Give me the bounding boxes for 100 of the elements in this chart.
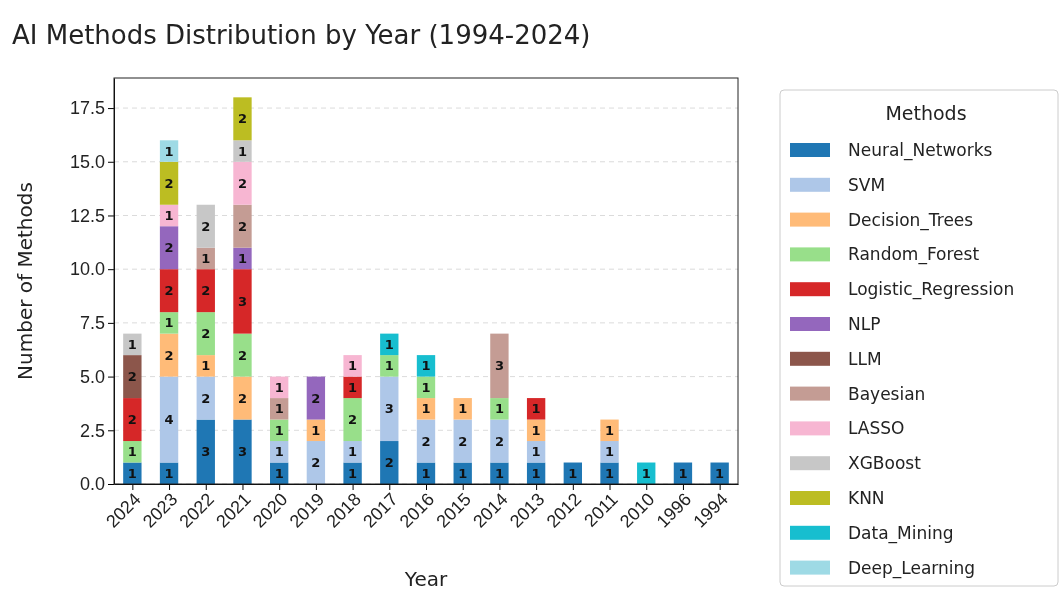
bar bbox=[159, 161, 179, 205]
legend-label: Decision_Trees bbox=[848, 209, 974, 231]
data-label: 2 bbox=[237, 390, 247, 406]
legend-label: Bayesian bbox=[848, 383, 926, 404]
legend-title: Methods bbox=[885, 102, 967, 124]
data-label: 3 bbox=[237, 444, 247, 460]
data-label: 1 bbox=[274, 401, 284, 417]
data-label: 2 bbox=[127, 412, 137, 428]
data-label: 2 bbox=[201, 218, 211, 234]
bar bbox=[159, 333, 179, 377]
data-label: 1 bbox=[421, 401, 431, 417]
data-label: 1 bbox=[164, 208, 174, 224]
data-label: 2 bbox=[164, 240, 174, 256]
y-tick-label: 12.5 bbox=[69, 205, 105, 226]
data-label: 2 bbox=[237, 111, 247, 127]
bar bbox=[416, 398, 436, 420]
data-label: 1 bbox=[164, 143, 174, 159]
data-label: 1 bbox=[494, 465, 504, 481]
bar bbox=[526, 398, 546, 420]
data-label: 1 bbox=[274, 379, 284, 395]
bar bbox=[233, 161, 252, 205]
data-label: 3 bbox=[384, 401, 394, 417]
data-label: 1 bbox=[605, 422, 615, 438]
bar bbox=[196, 269, 215, 313]
legend-label: Random_Forest bbox=[848, 244, 980, 266]
bar bbox=[196, 312, 215, 356]
bar bbox=[159, 312, 179, 334]
bar bbox=[159, 226, 179, 270]
data-label: 1 bbox=[421, 358, 431, 374]
bar bbox=[159, 140, 179, 162]
data-label: 1 bbox=[715, 465, 725, 481]
legend-label: XGBoost bbox=[848, 453, 922, 474]
bar bbox=[380, 355, 399, 377]
data-label: 2 bbox=[201, 283, 211, 299]
data-label: 2 bbox=[164, 347, 174, 363]
legend-label: KNN bbox=[848, 487, 885, 508]
bar bbox=[270, 398, 289, 420]
data-label: 3 bbox=[237, 293, 247, 309]
data-label: 1 bbox=[348, 444, 358, 460]
bar bbox=[233, 419, 252, 484]
bar bbox=[306, 376, 326, 420]
bar bbox=[416, 355, 436, 377]
y-axis-title: Number of Methods bbox=[13, 182, 37, 380]
bar bbox=[123, 398, 142, 442]
legend-label: LASSO bbox=[848, 418, 905, 439]
bar bbox=[343, 441, 362, 463]
data-label: 2 bbox=[311, 390, 321, 406]
data-label: 1 bbox=[421, 379, 431, 395]
data-label: 1 bbox=[421, 465, 431, 481]
data-label: 2 bbox=[237, 347, 247, 363]
bar bbox=[453, 419, 472, 463]
data-label: 2 bbox=[201, 326, 211, 342]
data-label: 1 bbox=[494, 401, 504, 417]
data-label: 2 bbox=[237, 218, 247, 234]
data-label: 1 bbox=[201, 358, 211, 374]
data-label: 1 bbox=[678, 465, 688, 481]
bar bbox=[159, 269, 179, 313]
data-label: 2 bbox=[458, 433, 468, 449]
bar bbox=[233, 376, 252, 420]
bar bbox=[380, 376, 399, 442]
data-label: 2 bbox=[421, 433, 431, 449]
bar bbox=[233, 204, 252, 248]
data-label: 1 bbox=[531, 465, 541, 481]
bar bbox=[600, 419, 619, 442]
x-axis-title: Year bbox=[403, 567, 448, 590]
data-label: 1 bbox=[237, 143, 247, 159]
data-label: 1 bbox=[605, 465, 615, 481]
legend-label: Neural_Networks bbox=[848, 139, 993, 161]
bar bbox=[196, 419, 215, 484]
data-label: 4 bbox=[164, 412, 174, 428]
y-tick-label: 10.0 bbox=[69, 259, 105, 280]
legend-label: Data_Mining bbox=[848, 522, 954, 544]
bar bbox=[270, 441, 289, 463]
data-label: 1 bbox=[201, 250, 211, 266]
bar bbox=[490, 419, 509, 463]
y-tick-label: 17.5 bbox=[69, 98, 105, 119]
bar bbox=[416, 419, 436, 463]
data-label: 1 bbox=[641, 465, 651, 481]
data-label: 1 bbox=[348, 379, 358, 395]
data-label: 1 bbox=[127, 465, 137, 481]
data-label: 1 bbox=[531, 444, 541, 460]
data-label: 2 bbox=[494, 433, 504, 449]
bar bbox=[233, 97, 252, 141]
bar bbox=[343, 376, 362, 399]
data-label: 1 bbox=[274, 444, 284, 460]
y-tick-label: 2.5 bbox=[79, 420, 105, 441]
data-label: 1 bbox=[274, 465, 284, 481]
y-tick-label: 7.5 bbox=[79, 313, 105, 334]
y-tick-label: 0.0 bbox=[79, 474, 105, 495]
data-label: 1 bbox=[458, 401, 468, 417]
bar bbox=[526, 441, 546, 463]
bar bbox=[233, 269, 252, 334]
chart-title: AI Methods Distribution by Year (1994-2024) bbox=[12, 20, 591, 50]
data-label: 2 bbox=[384, 455, 394, 471]
data-label: 1 bbox=[605, 444, 615, 460]
data-label: 1 bbox=[164, 465, 174, 481]
data-label: 3 bbox=[201, 444, 211, 460]
data-label: 3 bbox=[494, 358, 504, 374]
bar bbox=[123, 441, 142, 463]
data-label: 1 bbox=[237, 250, 247, 266]
